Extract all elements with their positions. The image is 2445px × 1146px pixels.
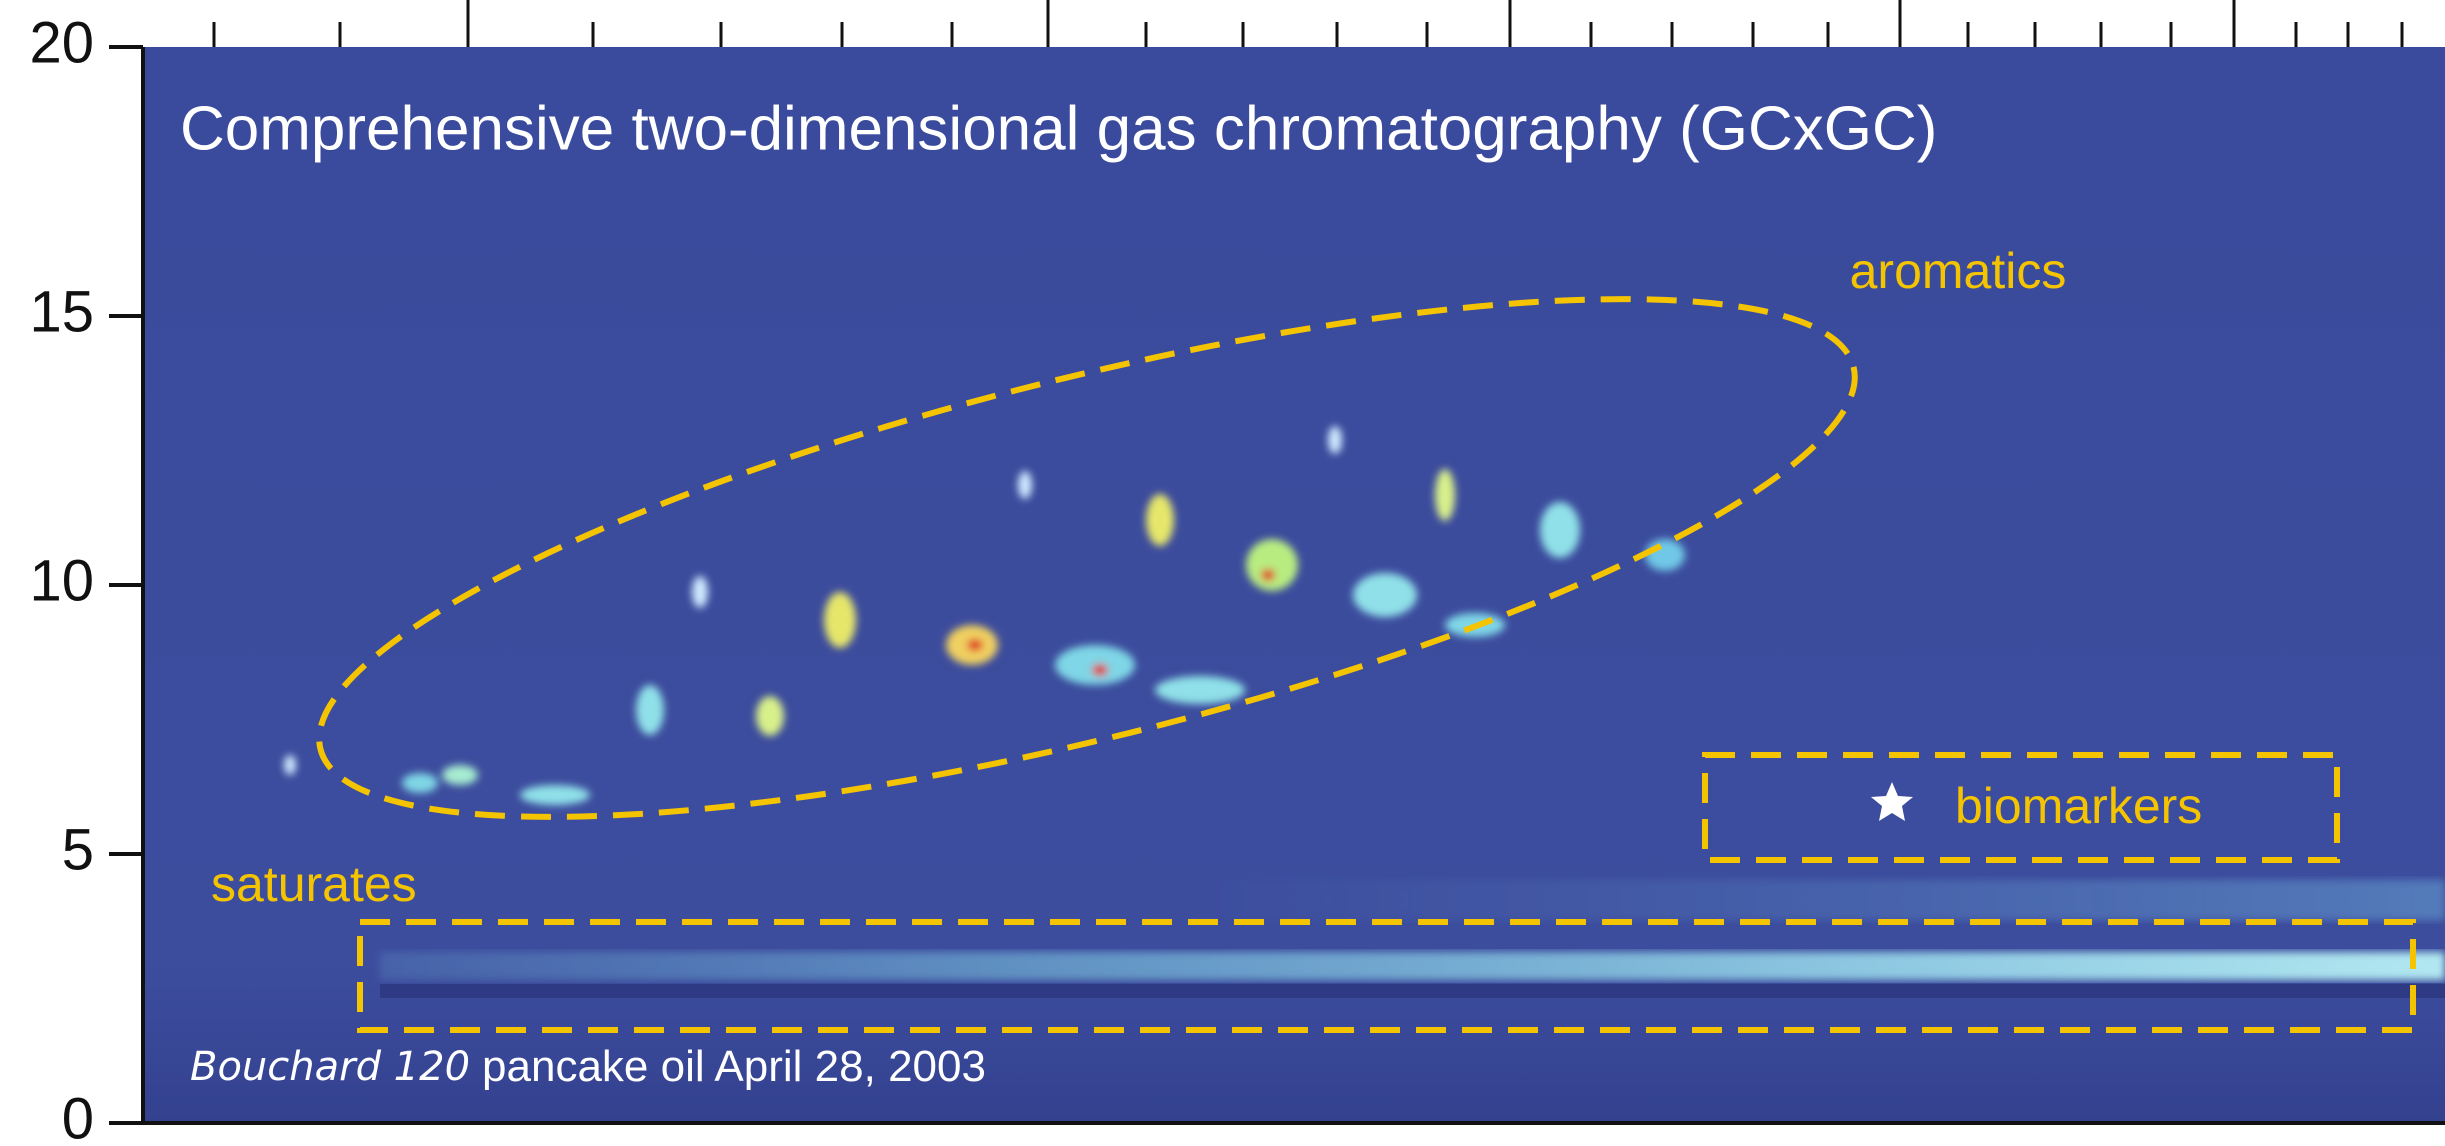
spot <box>1055 645 1135 685</box>
haze <box>1200 880 2445 920</box>
spot <box>1246 539 1298 591</box>
y-tick-label: 10 <box>29 548 94 613</box>
spot <box>1018 471 1032 499</box>
annotation: biomarkers <box>1955 778 2202 834</box>
spot <box>1645 539 1685 571</box>
spot <box>1540 502 1580 558</box>
spot <box>1328 426 1342 454</box>
annotation: aromatics <box>1850 243 2067 299</box>
y-tick-label: 20 <box>29 10 94 75</box>
spot <box>1155 676 1245 704</box>
y-tick-label: 5 <box>62 817 94 882</box>
spot <box>1261 569 1275 581</box>
spot <box>402 773 438 793</box>
spot <box>636 685 664 735</box>
spot <box>967 639 983 651</box>
dark-band <box>380 984 2445 998</box>
spot <box>1353 573 1417 617</box>
chart-title: Comprehensive two-dimensional gas chroma… <box>180 94 1937 163</box>
saturates-band <box>380 952 2445 980</box>
spot <box>1146 494 1174 546</box>
spot <box>520 785 590 805</box>
spot <box>284 755 296 775</box>
page: {"chart_data": { "type": "heatmap", "tit… <box>0 0 2445 1146</box>
spot <box>1092 664 1108 676</box>
spot <box>1435 469 1455 521</box>
y-tick-label: 15 <box>29 279 94 344</box>
annotation: saturates <box>211 856 417 912</box>
top-ticks <box>214 0 2402 47</box>
caption-italic: Bouchard 120 <box>190 1044 470 1090</box>
spot <box>824 592 856 648</box>
caption: Bouchard 120 pancake oil April 28, 2003 <box>190 1042 986 1091</box>
spot <box>442 765 478 785</box>
chart: Comprehensive two-dimensional gas chroma… <box>0 0 2445 1146</box>
spot <box>756 696 784 736</box>
y-tick-label: 0 <box>62 1086 94 1146</box>
spot <box>692 576 708 608</box>
caption-text: pancake oil April 28, 2003 <box>482 1042 986 1091</box>
